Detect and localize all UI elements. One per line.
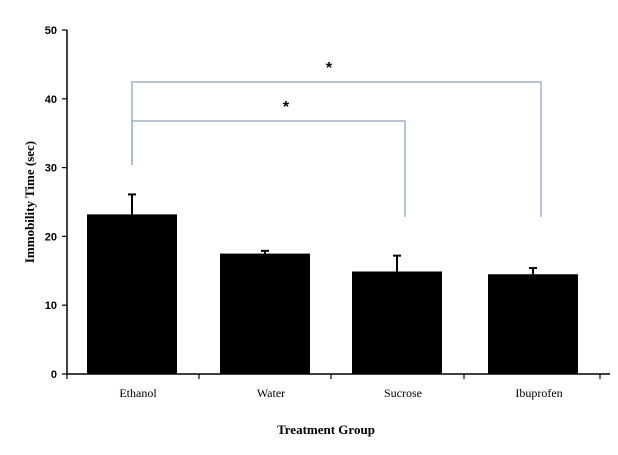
x-category-label: Ethanol (119, 386, 157, 400)
y-tick-label: 20 (45, 231, 57, 243)
x-category-label: Ibuprofen (515, 386, 562, 400)
bar (87, 214, 177, 374)
significance-star: * (283, 99, 290, 116)
bars-layer (87, 214, 578, 374)
x-category-label: Water (257, 386, 285, 400)
y-tick-label: 30 (45, 163, 57, 175)
significance-star: * (326, 60, 333, 77)
significance-layer (131, 81, 542, 217)
bar (488, 274, 578, 374)
y-tick-label: 40 (45, 94, 57, 106)
significance-bracket (131, 120, 406, 217)
y-tick-label: 10 (45, 300, 57, 312)
error-bars-layer (128, 193, 537, 275)
y-tick-label: 50 (45, 25, 57, 37)
y-axis-title: Immobility Time (sec) (22, 141, 37, 263)
bar (352, 271, 442, 374)
y-tick-label: 0 (51, 369, 57, 381)
labels-layer: 0 10 20 30 40 50 Ethanol Water Sucrose Ibuprofen *… (45, 25, 563, 400)
bar (220, 253, 310, 374)
x-axis-title: Treatment Group (277, 422, 375, 437)
axes-layer (62, 29, 610, 379)
significance-bracket (131, 81, 542, 217)
x-category-label: Sucrose (384, 386, 422, 400)
